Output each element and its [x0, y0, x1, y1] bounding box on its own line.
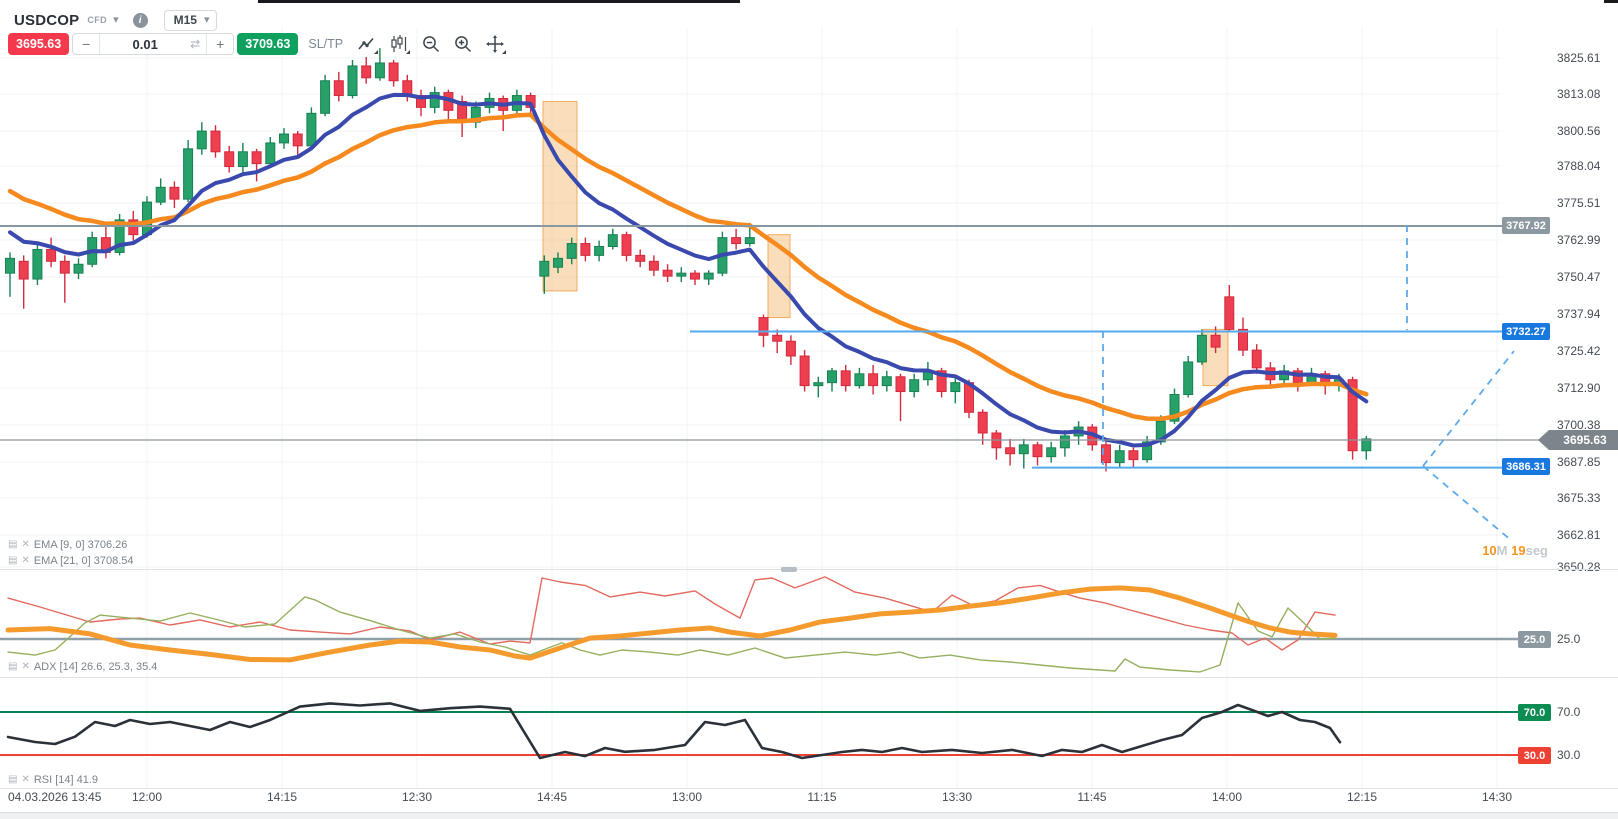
buy-button[interactable]: 3709.63 — [237, 33, 299, 55]
level-price-label: 3686.31 — [1502, 458, 1550, 475]
zone-boxes[interactable] — [542, 100, 1229, 387]
pane-resize-handle[interactable] — [781, 567, 797, 572]
quantity-field[interactable]: 0.01 ⇄ — [99, 34, 208, 54]
price-axis-label: 3700.38 — [1557, 418, 1601, 432]
close-icon[interactable]: ✕ — [21, 661, 30, 672]
level-price-label: 3732.27 — [1502, 323, 1550, 340]
window-edge-line-right — [1604, 0, 1618, 3]
ema-lines — [7, 92, 1369, 448]
legend-rsi: ▤ ✕ RSI [14] 41.9 — [8, 774, 98, 786]
legend-adx: ▤ ✕ ADX [14] 26.6, 25.3, 35.4 — [8, 661, 157, 673]
time-axis-label: 14:30 — [1481, 790, 1513, 804]
price-axis-label: 3737.94 — [1557, 307, 1601, 321]
indicator-axis-label: 30.0 — [1557, 748, 1581, 762]
close-icon[interactable]: ✕ — [21, 539, 30, 550]
price-axis-label: 3725.42 — [1557, 344, 1601, 358]
time-axis-label: 04.03.2026 13:45 — [8, 790, 102, 804]
symbol-header: USDCOP CFD ▾ i M15 ▾ — [14, 9, 218, 31]
line-style-icon[interactable] — [357, 34, 379, 54]
pane-separator[interactable] — [0, 677, 1618, 678]
time-axis-label: 14:45 — [536, 790, 568, 804]
indicator-axis-label: 25.0 — [1557, 632, 1581, 646]
timeframe-select[interactable]: M15 ▾ — [163, 9, 218, 31]
adx-lines — [5, 576, 1338, 673]
quantity-value[interactable]: 0.01 — [132, 36, 158, 52]
bottom-strip — [0, 812, 1618, 819]
price-axis-label: 3750.47 — [1557, 270, 1601, 284]
timeframe-caret: ▾ — [203, 13, 210, 26]
countdown-part: seg — [1525, 543, 1548, 558]
countdown-part: 10 — [1482, 543, 1497, 558]
price-axis-label: 3813.08 — [1557, 87, 1601, 101]
timeframe-value: M15 — [173, 13, 197, 27]
zoom-in-icon[interactable] — [453, 34, 473, 54]
price-axis-label: 3675.33 — [1557, 491, 1601, 505]
candles — [5, 48, 1372, 472]
price-axis-label: 3775.51 — [1557, 196, 1601, 210]
level-price-label: 70.0 — [1518, 704, 1551, 721]
level-price-label: 25.0 — [1518, 631, 1551, 648]
sltp-label[interactable]: SL/TP — [308, 37, 344, 51]
price-axis-label: 3650.28 — [1557, 560, 1601, 574]
zoom-out-icon[interactable] — [421, 34, 441, 54]
rsi-line — [6, 702, 1342, 760]
time-axis-label: 12:15 — [1346, 790, 1378, 804]
pan-icon[interactable] — [485, 34, 507, 54]
time-axis-label: 12:00 — [131, 790, 163, 804]
pane-separator[interactable] — [0, 569, 1618, 570]
time-axis-label: 12:30 — [401, 790, 433, 804]
price-axis-label: 3788.04 — [1557, 159, 1601, 173]
legend-ema9-text: EMA [9, 0] 3706.26 — [33, 539, 128, 551]
countdown-part: M — [1496, 543, 1512, 558]
quantity-control: − 0.01 ⇄ + — [72, 33, 235, 55]
legend-adx-text: ADX [14] 26.6, 25.3, 35.4 — [33, 661, 158, 673]
time-axis-label: 11:45 — [1077, 790, 1107, 804]
window-edge-line — [258, 0, 740, 3]
quantity-decrease-button[interactable]: − — [73, 33, 99, 55]
candle-countdown: 10M 19seg — [1448, 543, 1548, 558]
current-price-label: 3695.63 — [1538, 430, 1618, 450]
settings-icon[interactable]: ▤ — [8, 661, 18, 672]
time-axis-label: 13:30 — [941, 790, 973, 804]
legend-ema21-text: EMA [21, 0] 3708.54 — [33, 555, 134, 567]
price-axis-label: 3687.85 — [1557, 455, 1601, 469]
order-panel: 3695.63 − 0.01 ⇄ + 3709.63 SL/TP — [8, 33, 507, 55]
sell-button[interactable]: 3695.63 — [8, 33, 70, 55]
market-type-label: CFD — [87, 15, 108, 25]
info-icon[interactable]: i — [132, 12, 148, 28]
quantity-increase-button[interactable]: + — [207, 33, 233, 55]
grid — [0, 28, 1500, 788]
price-axis-label: 3800.56 — [1557, 124, 1601, 138]
settings-icon[interactable]: ▤ — [8, 555, 18, 566]
price-axis-label: 3662.81 — [1557, 528, 1601, 542]
legend-ema9: ▤ ✕ EMA [9, 0] 3706.26 — [8, 539, 127, 551]
settings-icon[interactable]: ▤ — [8, 539, 18, 550]
countdown-part: 19 — [1511, 543, 1526, 558]
price-axis-label: 3712.90 — [1557, 381, 1601, 395]
time-axis-separator — [0, 788, 1618, 789]
legend-rsi-text: RSI [14] 41.9 — [33, 774, 99, 786]
settings-icon[interactable]: ▤ — [8, 774, 18, 785]
legend-ema21: ▤ ✕ EMA [21, 0] 3708.54 — [8, 555, 134, 567]
swap-units-icon[interactable]: ⇄ — [190, 37, 201, 51]
close-icon[interactable]: ✕ — [21, 774, 30, 785]
price-axis-label: 3825.61 — [1557, 51, 1601, 65]
time-axis-label: 14:15 — [266, 790, 298, 804]
symbol-name: USDCOP — [14, 11, 80, 29]
time-axis-label: 13:00 — [671, 790, 703, 804]
symbol-dropdown-caret[interactable]: ▾ — [113, 13, 119, 26]
price-axis-label: 3762.99 — [1557, 233, 1601, 247]
time-axis-label: 11:15 — [807, 790, 837, 804]
close-icon[interactable]: ✕ — [21, 555, 30, 566]
candlestick-type-icon[interactable] — [389, 34, 411, 54]
indicator-axis-label: 70.0 — [1557, 705, 1581, 719]
chart-toolbar — [357, 34, 507, 54]
level-price-label: 3767.92 — [1502, 217, 1550, 234]
time-axis-label: 14:00 — [1211, 790, 1243, 804]
projection-dashes[interactable] — [1102, 225, 1515, 542]
level-price-label: 30.0 — [1518, 747, 1551, 764]
